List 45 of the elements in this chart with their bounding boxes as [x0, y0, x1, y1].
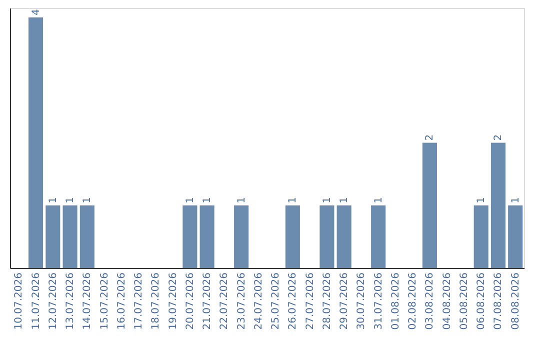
data-label: 2: [493, 134, 504, 141]
data-label: 1: [288, 196, 299, 204]
x-tick-label: 20.07.2026: [184, 272, 196, 330]
x-tick-label: 04.08.2026: [442, 272, 453, 330]
x-tick-label: 11.07.2026: [30, 272, 42, 330]
data-label: 1: [202, 196, 214, 204]
x-tick-label: 29.07.2026: [339, 272, 350, 330]
data-label: 1: [236, 196, 248, 204]
data-label: 1: [339, 196, 350, 204]
x-tick-label: 05.08.2026: [458, 272, 470, 330]
x-tick-label: 06.08.2026: [476, 272, 488, 330]
x-tick-label: 28.07.2026: [322, 272, 333, 330]
x-tick-label: 08.08.2026: [510, 272, 522, 330]
x-tick-label: 07.08.2026: [493, 272, 504, 330]
data-label: 1: [322, 196, 333, 204]
x-tick-label: 19.07.2026: [168, 272, 179, 330]
x-tick-label: 15.07.2026: [99, 272, 110, 330]
x-tick-label: 31.07.2026: [373, 272, 384, 330]
x-tick-label: 12.07.2026: [48, 272, 59, 330]
x-tick-label: 10.07.2026: [14, 272, 25, 330]
x-tick-label: 18.07.2026: [150, 272, 162, 330]
x-tick-label: 01.08.2026: [390, 272, 402, 330]
x-tick-label: 14.07.2026: [82, 272, 94, 330]
data-label: 1: [65, 196, 76, 204]
x-tick-label: 03.08.2026: [424, 272, 436, 330]
x-tick-label: 17.07.2026: [134, 272, 145, 330]
data-label: 1: [82, 196, 94, 204]
x-tick-label: 22.07.2026: [219, 272, 230, 330]
x-tick-label: 21.07.2026: [202, 272, 214, 330]
x-tick-label: 16.07.2026: [116, 272, 128, 330]
x-tick-label: 13.07.2026: [65, 272, 76, 330]
data-label: 4: [30, 9, 42, 16]
data-label: 2: [424, 134, 436, 141]
x-tick-label: 26.07.2026: [288, 272, 299, 330]
data-label: 1: [48, 196, 59, 204]
data-label: 1: [184, 196, 196, 204]
x-tick-label: 30.07.2026: [356, 272, 368, 330]
x-tick-label: 23.07.2026: [236, 272, 248, 330]
x-tick-label: 24.07.2026: [253, 272, 264, 330]
x-tick-label: 27.07.2026: [304, 272, 316, 330]
data-label: 1: [476, 196, 488, 204]
x-tick-label: 02.08.2026: [408, 272, 419, 330]
data-label: 1: [510, 196, 522, 204]
x-tick-label: 25.07.2026: [270, 272, 282, 330]
data-label: 1: [373, 196, 384, 204]
